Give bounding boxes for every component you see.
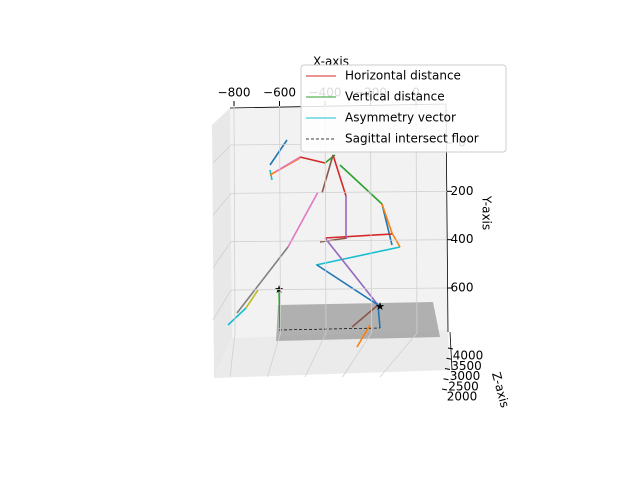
legend-box [300, 64, 507, 153]
grid-line [212, 144, 232, 164]
x-tick-label: −800 [218, 86, 251, 100]
skeleton: ★ ★ [227, 139, 440, 348]
legend-label: Horizontal distance [345, 69, 461, 83]
z-tick-label: 2000 [447, 390, 478, 404]
z-tick-label: 3500 [451, 359, 482, 373]
grid-line [279, 105, 281, 334]
z-tick [447, 347, 454, 350]
legend-label: Asymmetry vector [345, 111, 456, 125]
grid-line [212, 241, 232, 268]
z-tick-label: 3000 [450, 369, 481, 383]
x-tick-label: −600 [263, 86, 296, 100]
z-tick [441, 388, 448, 391]
legend-label: Sagittal intersect floor [345, 132, 479, 146]
grid-line [230, 287, 448, 291]
grid-line [267, 332, 281, 378]
y-axis-label: Y-axis [480, 195, 494, 230]
legend: Horizontal distance Vertical distance Asym… [300, 64, 507, 153]
grid-line [342, 332, 372, 378]
y-tick-label: 400 [451, 232, 474, 246]
y-tick-label: 600 [451, 281, 474, 295]
z-tick [446, 357, 452, 360]
grid-line [230, 190, 448, 194]
z-tick-label: 2500 [448, 379, 479, 393]
grid-line [212, 289, 232, 321]
z-tick [443, 378, 449, 381]
svg-text:★: ★ [375, 300, 385, 313]
z-axis-label: Z-axis [489, 370, 512, 409]
grid-line [212, 193, 232, 216]
grid-line [379, 332, 418, 378]
grid-line [233, 105, 236, 334]
grid-line [229, 332, 236, 378]
grid-line [230, 239, 448, 243]
panes [212, 103, 453, 378]
legend-label: Vertical distance [345, 90, 445, 104]
z-tick [444, 368, 451, 370]
grid-line [304, 332, 327, 378]
y-tick-label: 200 [451, 184, 474, 198]
z-tick-label: 4000 [453, 349, 484, 363]
